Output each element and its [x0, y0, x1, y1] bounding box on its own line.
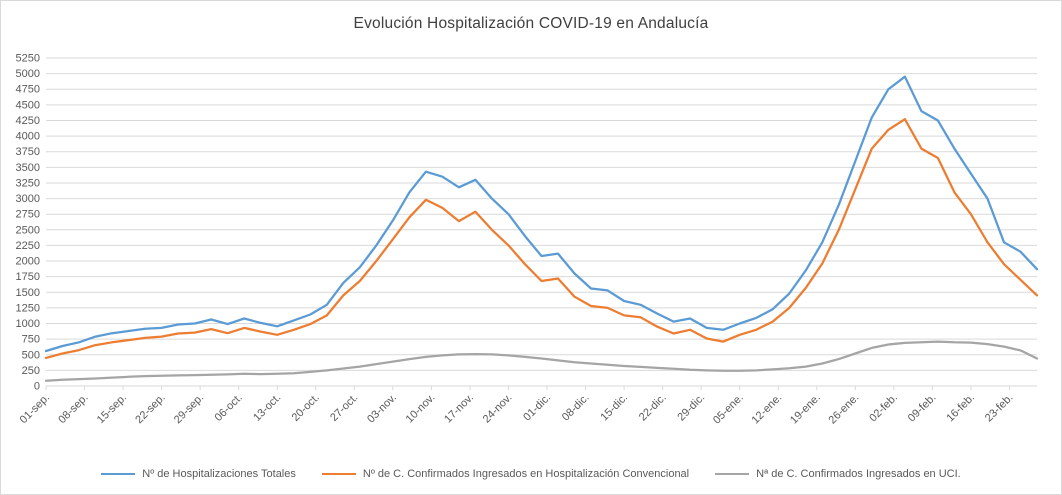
y-axis-tick-label: 2250	[16, 240, 40, 252]
y-axis-tick-label: 4750	[16, 84, 40, 96]
y-axis-tick-label: 2000	[16, 256, 40, 268]
y-axis-tick-label: 3500	[16, 162, 40, 174]
y-axis-tick-label: 0	[34, 381, 40, 393]
y-axis-tick-label: 3750	[16, 146, 40, 158]
x-axis-tick-label: 02-feb.	[867, 392, 900, 425]
x-axis-tick-label: 26-ene.	[827, 392, 862, 427]
x-axis-tick-label: 27-oct.	[328, 392, 360, 424]
chart-title: Evolución Hospitalización COVID-19 en An…	[353, 15, 709, 32]
y-axis-tick-label: 3250	[16, 177, 40, 189]
x-axis-tick-label: 05-ene.	[711, 392, 746, 427]
y-axis-tick-label: 5250	[16, 53, 40, 65]
x-axis-tick-label: 19-ene.	[788, 392, 823, 427]
legend-line-swatch	[101, 473, 136, 475]
x-axis-tick-label: 09-feb.	[906, 392, 939, 425]
y-axis-tick-label: 1500	[16, 287, 40, 299]
y-axis-tick-label: 4250	[16, 115, 40, 127]
x-axis-tick-label: 01-dic.	[521, 392, 553, 424]
legend-line-swatch	[715, 473, 750, 475]
series-line-2	[44, 118, 1039, 360]
y-axis-tick-label: 2500	[16, 224, 40, 236]
x-axis-tick-label: 22-dic.	[637, 392, 669, 424]
y-axis-tick-label: 2750	[16, 209, 40, 221]
y-axis-tick-label: 1750	[16, 271, 40, 283]
legend-label: Nº de Hospitalizaciones Totales	[142, 468, 296, 480]
legend: Nº de Hospitalizaciones Totales Nº de C. …	[1, 468, 1061, 480]
x-axis-tick-label: 29-sep.	[172, 392, 206, 426]
x-axis-tick-label: 08-dic.	[560, 392, 592, 424]
x-axis-tick-label: 29-dic.	[675, 392, 707, 424]
y-axis-tick-label: 1250	[16, 302, 40, 314]
x-axis-tick-label: 13-oct.	[251, 392, 283, 424]
x-axis-tick-label: 20-oct.	[290, 392, 322, 424]
x-axis-tick-label: 17-nov.	[442, 392, 476, 426]
y-axis-tick-label: 1000	[16, 318, 40, 330]
legend-item: Nª de C. Confirmados Ingresados en UCI.	[715, 468, 961, 480]
legend-label: Nº de C. Confirmados Ingresados en Hospi…	[362, 468, 690, 480]
x-axis-tick-label: 15-sep.	[95, 392, 129, 426]
x-axis-tick-label: 16-feb.	[944, 392, 977, 425]
x-axis-tick-label: 06-oct.	[213, 392, 245, 424]
x-axis-tick-label: 24-nov.	[481, 392, 515, 426]
y-axis-tick-label: 3000	[16, 193, 40, 205]
x-axis-tick-label: 12-ene.	[749, 392, 784, 427]
x-axis-tick-label: 15-dic.	[598, 392, 630, 424]
x-axis-tick-label: 08-sep.	[56, 392, 90, 426]
series-line-3	[44, 340, 1039, 382]
series-line-1	[44, 75, 1039, 353]
x-axis-tick-label: 22-sep.	[133, 392, 167, 426]
legend-item: Nº de C. Confirmados Ingresados en Hospi…	[321, 468, 690, 480]
y-axis-tick-label: 750	[22, 334, 40, 346]
legend-item: Nº de Hospitalizaciones Totales	[101, 468, 296, 480]
y-axis-tick-label: 4000	[16, 131, 40, 143]
x-axis-tick-label: 01-sep.	[18, 392, 52, 426]
x-axis-tick-label: 03-nov.	[365, 392, 399, 426]
y-axis-tick-label: 4500	[16, 99, 40, 111]
x-axis-tick-label: 23-feb.	[983, 392, 1016, 425]
legend-label: Nª de C. Confirmados Ingresados en UCI.	[756, 468, 961, 480]
y-axis-tick-label: 500	[22, 349, 40, 361]
legend-line-swatch	[321, 473, 356, 475]
y-axis-tick-label: 5000	[16, 68, 40, 80]
y-axis-tick-label: 250	[22, 365, 40, 377]
x-axis-tick-label: 10-nov.	[404, 392, 438, 426]
